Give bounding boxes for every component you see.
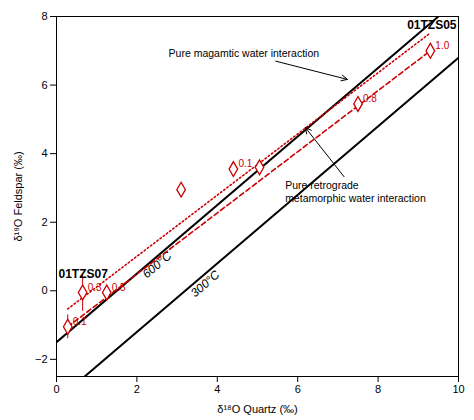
svg-text:8: 8 (375, 383, 381, 395)
svg-text:6: 6 (295, 383, 301, 395)
svg-text:300°C: 300°C (188, 267, 223, 300)
svg-text:01TZS05: 01TZS05 (407, 18, 457, 32)
svg-text:0.1: 0.1 (238, 158, 252, 169)
svg-text:4: 4 (41, 147, 47, 159)
svg-text:δ¹⁸O Quartz (‰): δ¹⁸O Quartz (‰) (217, 403, 297, 415)
svg-text:600°C: 600°C (140, 249, 175, 282)
svg-text:−2: −2 (35, 353, 48, 365)
svg-text:0.8: 0.8 (363, 93, 377, 104)
svg-text:δ¹⁸O Feldspar (‰): δ¹⁸O Feldspar (‰) (12, 151, 24, 241)
svg-text:0.5: 0.5 (112, 282, 126, 293)
svg-text:Pure magamtic water interactio: Pure magamtic water interaction (169, 47, 320, 59)
svg-text:2: 2 (41, 216, 47, 228)
svg-text:0: 0 (53, 383, 59, 395)
svg-text:01TZS07: 01TZS07 (59, 267, 109, 281)
svg-text:Pure retrogrademetamorphic wat: Pure retrogrademetamorphic water interac… (285, 179, 426, 204)
svg-text:2: 2 (134, 383, 140, 395)
svg-text:0.3: 0.3 (88, 282, 102, 293)
svg-text:10: 10 (452, 383, 464, 395)
svg-text:6: 6 (41, 79, 47, 91)
svg-text:8: 8 (41, 10, 47, 22)
svg-text:4: 4 (214, 383, 220, 395)
svg-text:1.0: 1.0 (435, 40, 449, 51)
svg-text:0: 0 (41, 284, 47, 296)
svg-text:0.1: 0.1 (73, 316, 87, 327)
